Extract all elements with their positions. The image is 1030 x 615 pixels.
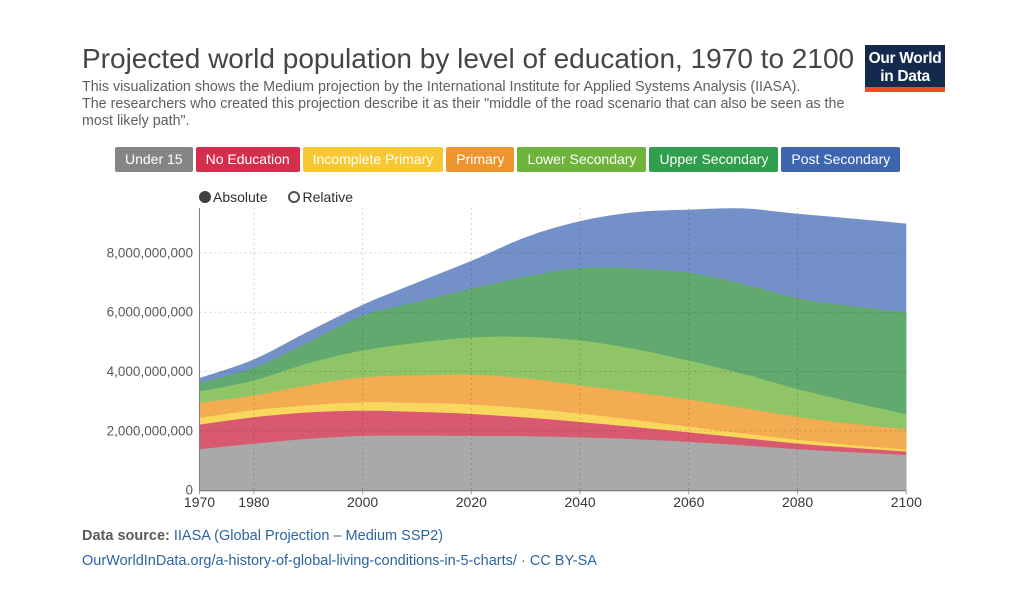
legend-button-incomplete-primary[interactable]: Incomplete Primary [302, 147, 444, 172]
radio-selected-icon [199, 191, 211, 203]
x-axis-label-2060: 2060 [673, 494, 704, 510]
legend-button-post-secondary[interactable]: Post Secondary [781, 147, 901, 172]
radio-unselected-icon [288, 191, 301, 203]
mode-option-label: Absolute [213, 189, 268, 205]
legend-button-primary[interactable]: Primary [446, 147, 515, 172]
owid-logo-bar [865, 87, 945, 92]
datasource-link[interactable]: IIASA (Global Projection – Medium SSP2) [173, 528, 444, 544]
x-axis-label-1970: 1970 [184, 494, 215, 510]
footer-url-line: OurWorldInData.org/a-history-of-global-l… [82, 549, 597, 574]
owid-logo: Our World in Data [865, 45, 945, 92]
legend-button-upper-secondary[interactable]: Upper Secondary [649, 147, 779, 172]
x-axis-label-2100: 2100 [891, 494, 922, 510]
owid-logo-text: Our World in Data [865, 50, 945, 85]
mode-option-relative[interactable]: Relative [288, 189, 353, 205]
legend-button-under-15[interactable]: Under 15 [115, 147, 193, 172]
y-axis-label-0: 0 [185, 483, 193, 498]
owid-logo-line1: Our World [868, 50, 942, 67]
chart-subtitle: This visualization shows the Medium proj… [82, 79, 845, 129]
y-axis-label-8000000000: 8,000,000,000 [107, 245, 193, 260]
page-title: Projected world population by level of e… [82, 43, 855, 74]
x-axis-label-1980: 1980 [238, 494, 269, 510]
footer-datasource-line: Data source: IIASA (Global Projection – … [82, 524, 597, 549]
datasource-label: Data source: [82, 528, 170, 544]
mode-toggle: Absolute Relative [199, 189, 353, 205]
footer-separator: · [520, 553, 526, 570]
owid-logo-line2: in Data [880, 67, 930, 85]
x-axis-label-2000: 2000 [347, 494, 378, 510]
y-axis-label-4000000000: 4,000,000,000 [107, 364, 193, 379]
x-axis-label-2080: 2080 [782, 494, 813, 510]
legend-button-no-education[interactable]: No Education [195, 147, 300, 172]
mode-option-absolute[interactable]: Absolute [199, 189, 267, 205]
x-axis-label-2020: 2020 [456, 494, 487, 510]
owid-url-link[interactable]: OurWorldInData.org/a-history-of-global-l… [82, 553, 517, 570]
legend: Under 15 No Education Incomplete Primary Pr… [115, 147, 901, 172]
y-axis-label-2000000000: 2,000,000,000 [107, 423, 193, 438]
legend-button-lower-secondary[interactable]: Lower Secondary [517, 147, 647, 172]
footer: Data source: IIASA (Global Projection – … [82, 524, 597, 575]
mode-option-label: Relative [302, 189, 354, 205]
y-axis-label-6000000000: 6,000,000,000 [107, 305, 193, 320]
area-under-15[interactable] [199, 435, 907, 491]
x-axis-label-2040: 2040 [565, 494, 596, 510]
license-link[interactable]: CC BY-SA [529, 553, 597, 570]
